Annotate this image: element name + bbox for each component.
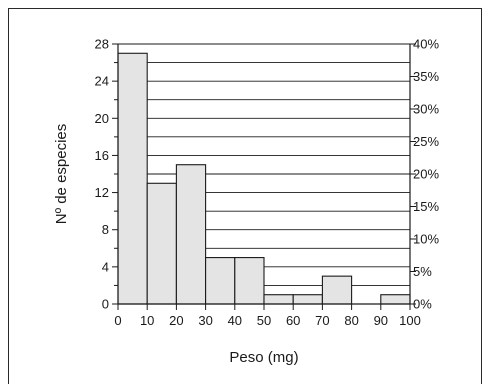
y-tick-label: 24	[95, 74, 109, 89]
bar-60-70	[292, 294, 323, 305]
x-tick-label: 60	[286, 313, 300, 328]
bars	[117, 52, 411, 305]
bar-50-60	[263, 294, 294, 305]
axes	[112, 43, 416, 310]
y2-tick-label: 40%	[413, 37, 439, 52]
bar-30-40	[205, 257, 236, 305]
bar-70-80	[321, 275, 353, 305]
y-tick-label: 0	[102, 297, 109, 312]
y2-tick-label: 10%	[413, 232, 439, 247]
y-tick-label: 20	[95, 111, 109, 126]
x-tick-label: 70	[315, 313, 329, 328]
y2-tick-label: 0%	[413, 297, 432, 312]
y2-tick-label: 5%	[413, 264, 432, 279]
tick-labels: 0 4 8 12 16 20 24 28 0% 5% 10% 15% 20% 25% 30% 35% 40% 0 1…	[95, 37, 440, 329]
x-axis-title: Peso (mg)	[229, 349, 298, 366]
y2-tick-label: 25%	[413, 134, 439, 149]
y-tick-label: 28	[95, 37, 109, 52]
x-tick-label: 40	[228, 313, 242, 328]
bar-20-30	[175, 164, 207, 305]
x-tick-label: 20	[169, 313, 183, 328]
x-tick-label: 10	[140, 313, 154, 328]
bar-90-100	[380, 294, 411, 305]
y-tick-label: 16	[95, 148, 109, 163]
y2-tick-label: 20%	[413, 167, 439, 182]
x-tick-label: 100	[399, 313, 421, 328]
bar-40-50	[234, 257, 265, 305]
y-axis-title: Nº de especies	[53, 124, 70, 225]
x-tick-label: 0	[114, 313, 121, 328]
x-tick-label: 50	[257, 313, 271, 328]
bar-10-20	[146, 182, 177, 305]
y2-tick-label: 30%	[413, 102, 439, 117]
figure-frame	[8, 8, 482, 384]
y2-tick-label: 35%	[413, 69, 439, 84]
x-tick-label: 30	[198, 313, 212, 328]
x-tick-label: 90	[374, 313, 388, 328]
y2-tick-label: 15%	[413, 199, 439, 214]
y-tick-label: 4	[102, 259, 109, 274]
y-tick-label: 8	[102, 222, 109, 237]
y-tick-label: 12	[95, 185, 109, 200]
x-tick-label: 80	[344, 313, 358, 328]
bar-0-10	[117, 52, 148, 305]
